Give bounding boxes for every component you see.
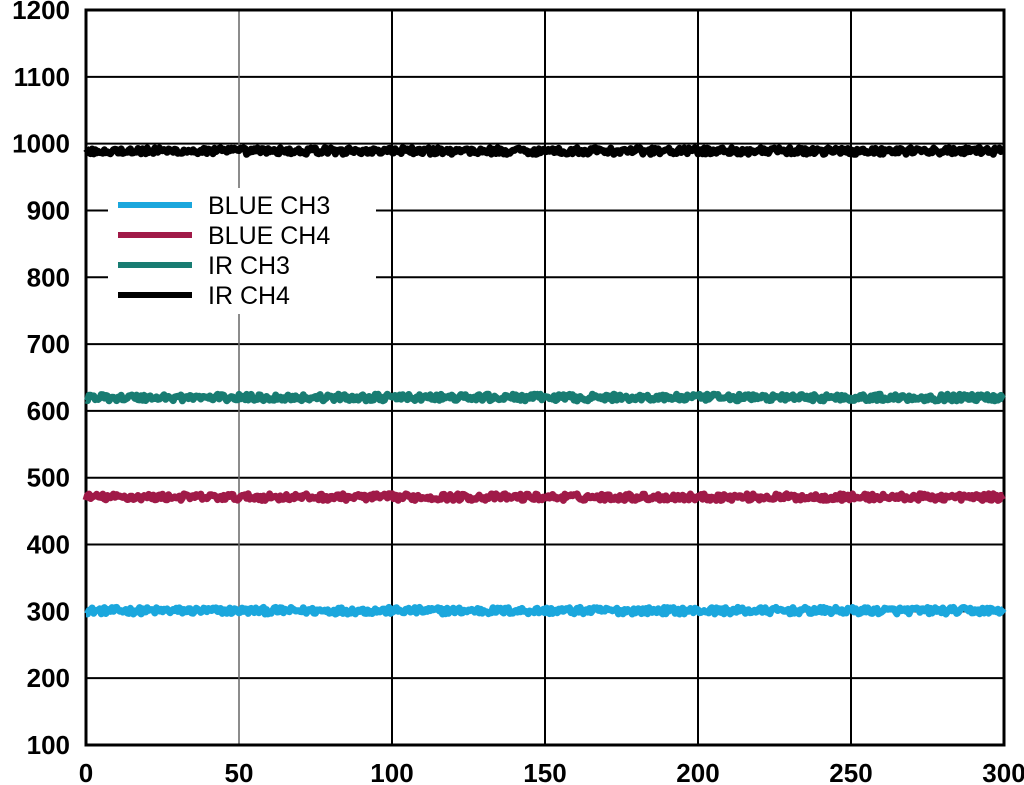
- series-lines: [82, 144, 1007, 618]
- x-tick-labels: 0 50 100 150 200 250 300: [79, 758, 1024, 785]
- y-tick-labels: 100 200 300 400 500 600 700 800 900 1000 1100 1200: [12, 0, 70, 760]
- y-tick-label: 700: [27, 329, 70, 359]
- series-line-blue-ch4: [82, 490, 1006, 504]
- y-tick-label: 900: [27, 195, 70, 225]
- y-tick-label: 1200: [12, 0, 70, 25]
- legend-label: BLUE CH4: [208, 222, 330, 250]
- y-tick-label: 100: [27, 730, 70, 760]
- y-tick-label: 200: [27, 663, 70, 693]
- x-tick-label: 0: [79, 758, 93, 785]
- legend-label: BLUE CH3: [208, 192, 330, 220]
- series-line-ir-ch4: [83, 144, 1006, 158]
- x-tick-label: 150: [523, 758, 566, 785]
- series-line-blue-ch3: [84, 603, 1007, 618]
- x-tick-label: 50: [225, 758, 254, 785]
- y-tick-label: 1100: [14, 62, 70, 92]
- y-tick-label: 800: [27, 262, 70, 292]
- y-tick-label: 400: [27, 530, 70, 560]
- y-tick-label: 500: [27, 463, 70, 493]
- grid: [84, 8, 1006, 747]
- x-tick-label: 100: [370, 758, 413, 785]
- y-tick-label: 300: [27, 596, 70, 626]
- x-tick-label: 200: [676, 758, 719, 785]
- y-tick-label: 1000: [12, 129, 70, 159]
- plot-frame: [84, 8, 1006, 747]
- legend-label: IR CH3: [208, 252, 290, 280]
- x-tick-label: 250: [829, 758, 872, 785]
- legend-label: IR CH4: [208, 282, 290, 310]
- x-tick-label: 300: [982, 758, 1024, 785]
- series-line-ir-ch3: [84, 390, 1006, 405]
- y-tick-label: 600: [27, 396, 70, 426]
